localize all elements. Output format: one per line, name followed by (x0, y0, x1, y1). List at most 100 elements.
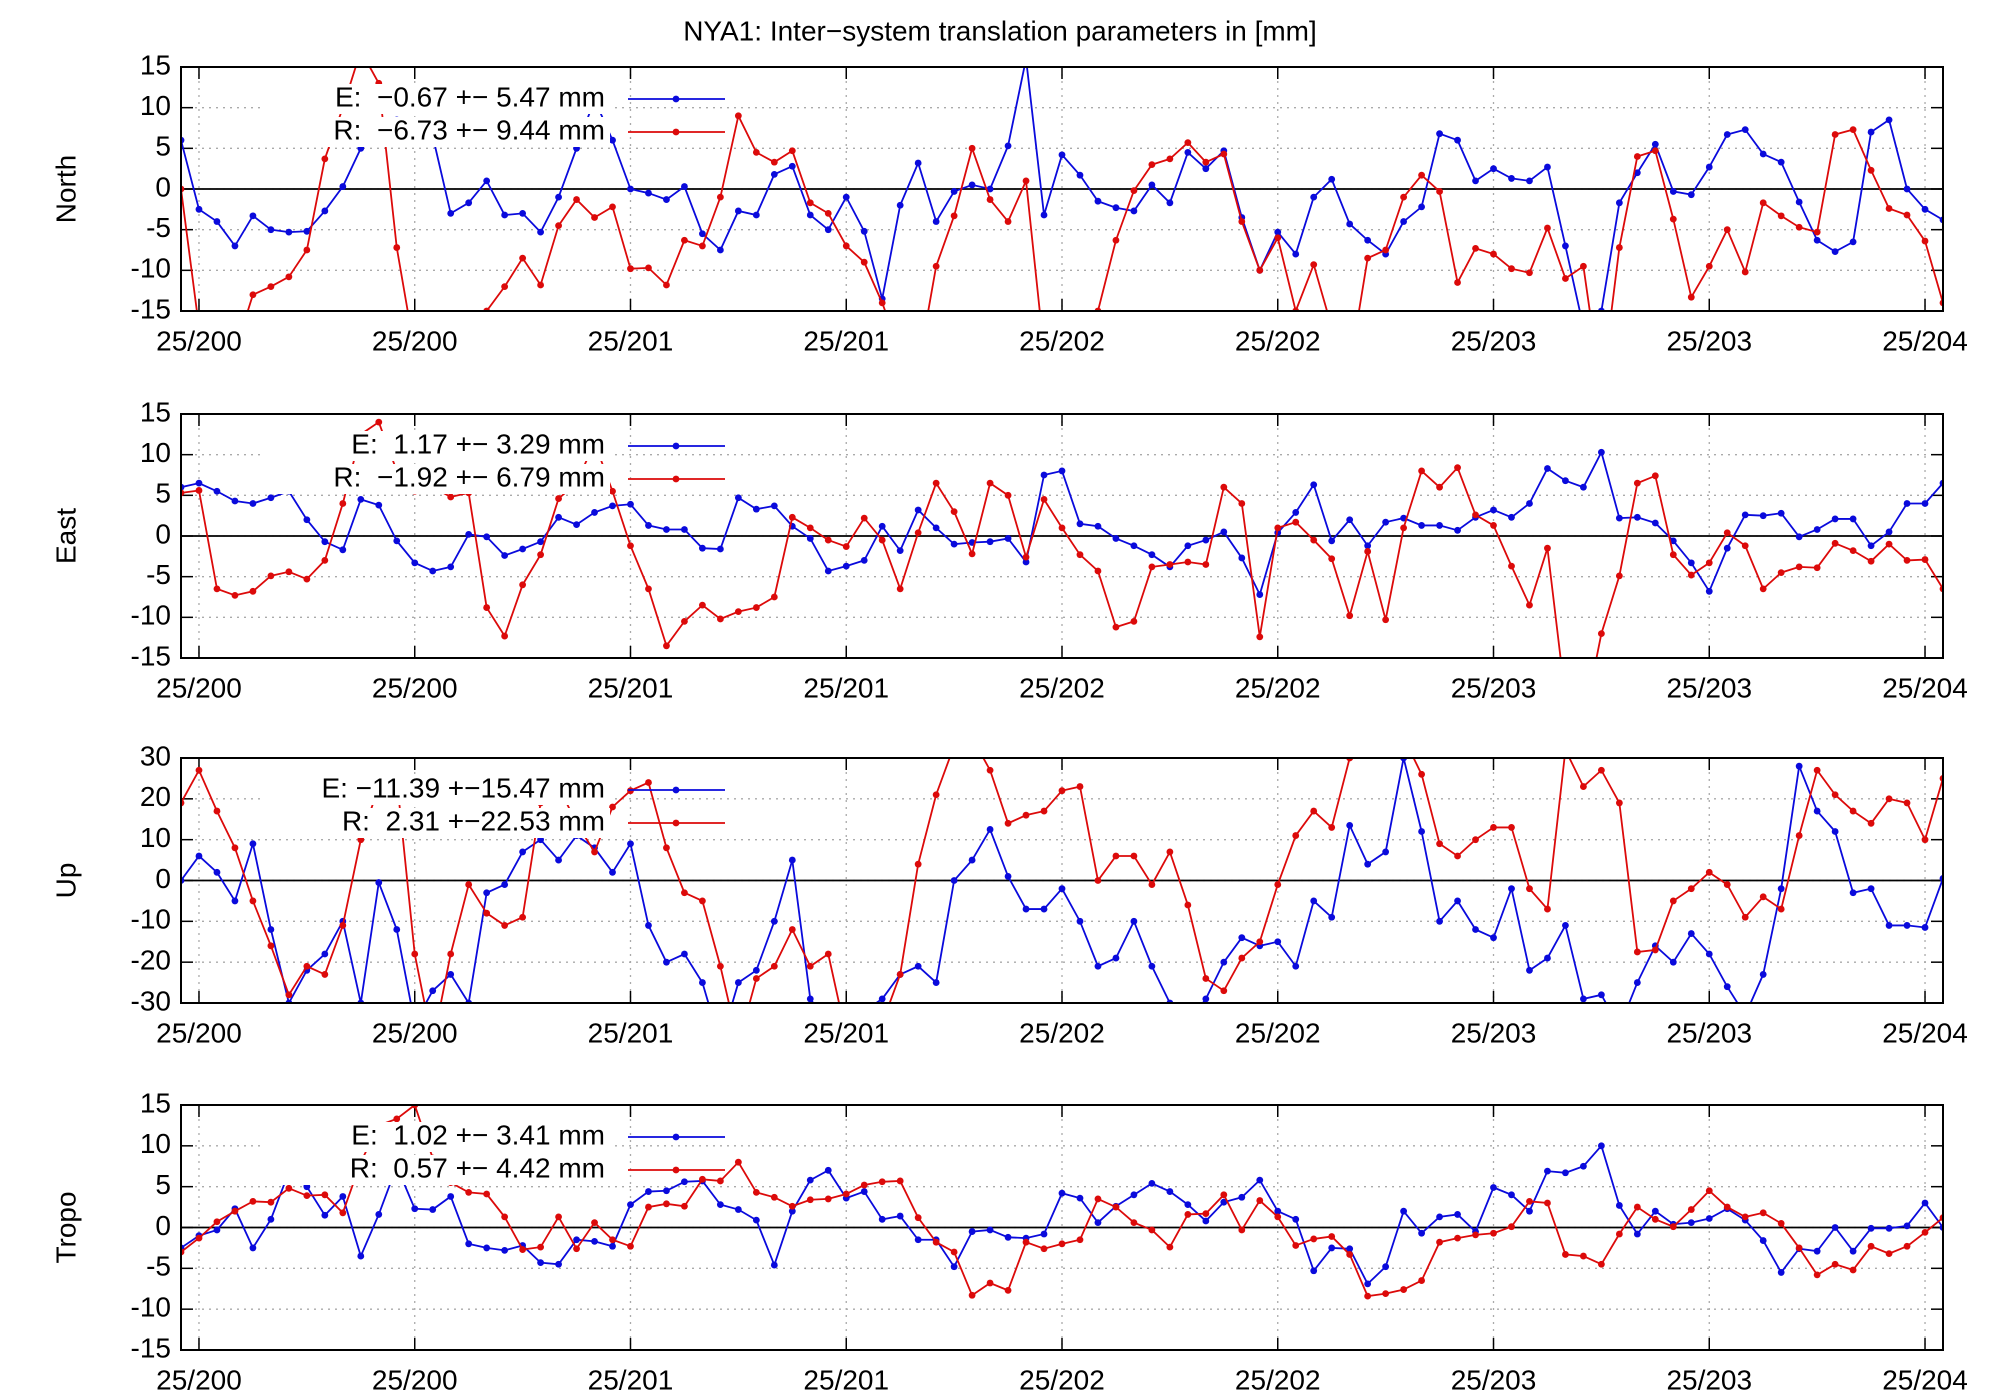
point (1777, 905, 1785, 913)
point (321, 155, 329, 163)
point (1040, 471, 1048, 479)
point (950, 212, 958, 220)
point (1076, 171, 1084, 179)
point (1166, 1188, 1174, 1195)
point (1112, 204, 1120, 212)
point (1310, 1267, 1318, 1275)
point (681, 889, 688, 897)
point (1831, 828, 1839, 835)
point (285, 991, 293, 999)
point (429, 1206, 437, 1213)
point (357, 47, 364, 54)
point (1436, 1213, 1443, 1221)
point (1831, 515, 1839, 523)
point (1958, 1228, 1965, 1235)
point (1310, 1235, 1318, 1243)
point (1022, 1238, 1030, 1246)
point (447, 950, 455, 958)
point (339, 922, 347, 929)
point (681, 950, 688, 958)
point (932, 524, 940, 532)
point (1400, 1286, 1408, 1293)
point (914, 962, 922, 970)
point (752, 1188, 760, 1196)
point (1148, 551, 1156, 559)
legend-bg (260, 117, 610, 147)
point (1723, 226, 1731, 234)
point (1202, 158, 1210, 166)
point (861, 1008, 868, 1015)
point (788, 162, 796, 170)
point (1094, 522, 1102, 530)
point (339, 500, 347, 507)
point (1418, 522, 1425, 529)
point (1310, 261, 1318, 269)
point (914, 860, 922, 868)
point (1741, 913, 1749, 921)
point (824, 567, 832, 575)
point (1867, 557, 1875, 565)
point (375, 1211, 383, 1218)
point (1508, 513, 1515, 521)
point (555, 495, 562, 502)
point (411, 1205, 419, 1213)
point (1292, 832, 1300, 839)
point (1436, 130, 1443, 138)
point (968, 144, 976, 152)
point (339, 1193, 347, 1200)
point (1562, 477, 1569, 485)
point (1274, 1207, 1282, 1215)
point (969, 734, 976, 741)
point (231, 897, 239, 905)
point (1633, 169, 1641, 177)
point (663, 526, 670, 533)
plot-frame (180, 413, 1944, 659)
point (1184, 139, 1192, 147)
point (1346, 1245, 1354, 1253)
point (1867, 166, 1875, 174)
point (968, 550, 976, 558)
point (1040, 1230, 1048, 1238)
x-tick-label: 25/200 (372, 325, 458, 356)
point (249, 587, 257, 595)
point (1220, 1198, 1228, 1206)
series-line (181, 67, 1943, 311)
data-layer (181, 1105, 1965, 1300)
point (1795, 762, 1803, 770)
x-tick-label: 25/203 (1451, 672, 1537, 703)
point (1921, 237, 1929, 245)
point (1633, 1230, 1641, 1238)
plot-frame (180, 66, 1944, 312)
point (1651, 1215, 1659, 1223)
point (321, 971, 329, 978)
point (1795, 563, 1803, 571)
point (1490, 824, 1497, 831)
point (1562, 746, 1569, 753)
point (267, 494, 275, 502)
point (1813, 526, 1821, 533)
point (1615, 244, 1623, 251)
point (1598, 389, 1605, 396)
plot-frame (180, 757, 1944, 1004)
point (1184, 542, 1192, 550)
point (1328, 537, 1336, 545)
point (249, 840, 257, 848)
x-tick-label: 25/200 (156, 325, 242, 356)
point (1346, 365, 1353, 372)
point (950, 540, 958, 548)
point (303, 962, 311, 970)
point (1597, 448, 1605, 456)
point (1903, 557, 1911, 564)
point (824, 226, 832, 234)
x-tick-label: 25/202 (1235, 1017, 1321, 1048)
point (267, 942, 275, 950)
point (770, 502, 778, 510)
legend-label: R: 2.31 +−22.53 mm (342, 805, 605, 836)
point (609, 487, 616, 495)
x-tick-label: 25/202 (1019, 325, 1105, 356)
point (986, 479, 994, 487)
point (1795, 198, 1803, 206)
point (1544, 465, 1551, 472)
point (1112, 623, 1120, 631)
